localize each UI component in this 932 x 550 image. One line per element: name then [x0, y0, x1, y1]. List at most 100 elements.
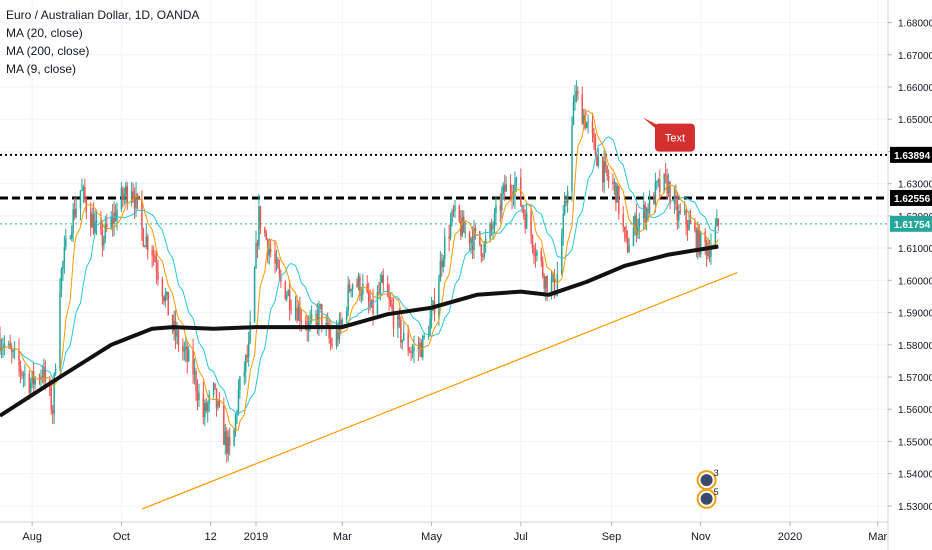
candle-body[interactable] — [663, 173, 665, 192]
candle-body[interactable] — [427, 335, 430, 337]
candle-body[interactable] — [367, 292, 370, 302]
candle-body[interactable] — [126, 186, 129, 203]
candle-body[interactable] — [582, 115, 585, 125]
candle-body[interactable] — [675, 195, 677, 201]
candle-body[interactable] — [258, 206, 260, 247]
candle-body[interactable] — [403, 332, 405, 341]
candle-body[interactable] — [612, 181, 614, 185]
candle-body[interactable] — [100, 220, 102, 230]
candle-body[interactable] — [695, 230, 698, 252]
candle-body[interactable] — [408, 350, 411, 353]
candle-body[interactable] — [255, 242, 257, 269]
candle-body[interactable] — [490, 224, 493, 229]
candle-body[interactable] — [104, 223, 107, 239]
candle-body[interactable] — [460, 220, 462, 236]
candle-body[interactable] — [79, 190, 82, 209]
candle-body[interactable] — [694, 223, 696, 231]
candle-body[interactable] — [243, 371, 246, 377]
candle-body[interactable] — [685, 210, 687, 225]
candle-body[interactable] — [269, 248, 272, 253]
candle-body[interactable] — [309, 320, 311, 322]
candle-body[interactable] — [290, 309, 292, 311]
candle-body[interactable] — [376, 292, 379, 314]
candle-body[interactable] — [310, 314, 313, 321]
candle-body[interactable] — [215, 388, 218, 408]
candle-body[interactable] — [328, 326, 330, 339]
candle-body[interactable] — [116, 209, 118, 221]
candle-body[interactable] — [249, 321, 251, 342]
candle-body[interactable] — [274, 252, 276, 264]
candle-body[interactable] — [422, 335, 424, 358]
candle-body[interactable] — [145, 236, 148, 247]
candle-body[interactable] — [176, 330, 178, 337]
candle-body[interactable] — [101, 229, 104, 246]
candle-body[interactable] — [130, 191, 133, 203]
candle-body[interactable] — [166, 292, 168, 295]
candle-body[interactable] — [205, 402, 208, 411]
candle-body[interactable] — [278, 267, 281, 275]
candle-body[interactable] — [113, 212, 115, 224]
candle-body[interactable] — [552, 273, 554, 280]
candle-body[interactable] — [92, 214, 95, 234]
candle-body[interactable] — [530, 212, 532, 236]
candle-body[interactable] — [8, 343, 10, 345]
candle-body[interactable] — [265, 232, 268, 240]
candle-body[interactable] — [44, 366, 47, 382]
candle-body[interactable] — [43, 366, 45, 378]
candle-body[interactable] — [451, 210, 453, 223]
candle-body[interactable] — [566, 191, 569, 203]
candle-body[interactable] — [204, 402, 206, 418]
candle-body[interactable] — [54, 368, 57, 374]
candle-body[interactable] — [678, 210, 680, 221]
candle-body[interactable] — [120, 188, 123, 210]
candle-body[interactable] — [634, 215, 636, 229]
candle-body[interactable] — [689, 219, 692, 224]
candle-body[interactable] — [171, 315, 174, 331]
candle-body[interactable] — [195, 370, 197, 391]
candle-body[interactable] — [432, 300, 434, 309]
candle-body[interactable] — [192, 350, 194, 375]
candle-body[interactable] — [224, 431, 227, 445]
candle-body[interactable] — [161, 279, 164, 297]
candle-body[interactable] — [533, 248, 535, 256]
candle-body[interactable] — [315, 313, 317, 315]
candle-body[interactable] — [534, 255, 537, 257]
candle-body[interactable] — [152, 254, 155, 256]
candle-body[interactable] — [84, 187, 86, 200]
candle-body[interactable] — [65, 238, 67, 247]
candle-body[interactable] — [429, 318, 431, 336]
candle-body[interactable] — [212, 383, 215, 395]
candle-body[interactable] — [154, 255, 156, 262]
candle-body[interactable] — [245, 355, 247, 372]
candle-body[interactable] — [122, 188, 124, 199]
candle-body[interactable] — [501, 193, 503, 211]
candle-body[interactable] — [157, 271, 159, 280]
candle-body[interactable] — [601, 156, 604, 183]
candle-body[interactable] — [228, 436, 231, 446]
candle-body[interactable] — [536, 251, 538, 257]
candle-body[interactable] — [509, 184, 512, 192]
candle-body[interactable] — [10, 348, 13, 352]
candle-body[interactable] — [341, 319, 344, 327]
candle-body[interactable] — [520, 177, 522, 206]
candle-body[interactable] — [461, 216, 464, 236]
candle-body[interactable] — [18, 349, 20, 366]
candle-body[interactable] — [480, 244, 483, 256]
candle-body[interactable] — [106, 223, 108, 228]
candle-body[interactable] — [543, 276, 545, 289]
candle-body[interactable] — [81, 190, 83, 192]
candle-body[interactable] — [699, 231, 702, 255]
candle-body[interactable] — [63, 246, 66, 263]
candle-body[interactable] — [259, 206, 262, 229]
candle-body[interactable] — [401, 340, 404, 343]
candle-body[interactable] — [41, 376, 44, 378]
candle-body[interactable] — [288, 290, 291, 310]
candle-body[interactable] — [430, 308, 433, 319]
candle-body[interactable] — [40, 376, 42, 380]
candle-body[interactable] — [187, 350, 190, 362]
candle-body[interactable] — [679, 210, 682, 213]
candle-body[interactable] — [531, 235, 534, 249]
candle-body[interactable] — [716, 218, 718, 227]
candle-body[interactable] — [411, 351, 414, 353]
candle-body[interactable] — [594, 138, 597, 155]
